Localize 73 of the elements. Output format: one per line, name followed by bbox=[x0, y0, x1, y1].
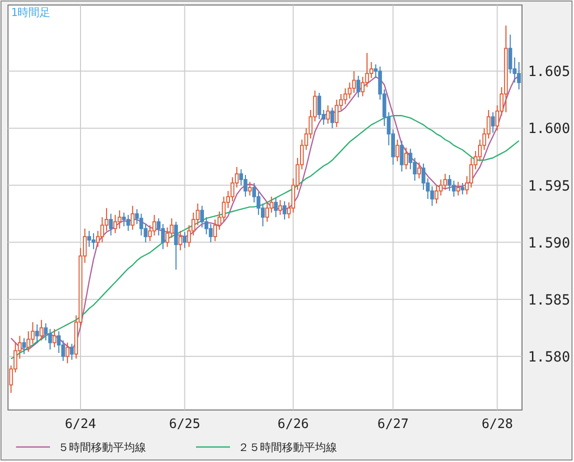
candlestick bbox=[122, 212, 126, 227]
candlestick bbox=[343, 88, 348, 105]
candlestick bbox=[161, 223, 165, 250]
legend-label: ２５時間移動平均線 bbox=[238, 441, 337, 454]
y-tick-label: 1.590 bbox=[528, 235, 570, 252]
candlestick bbox=[334, 99, 339, 128]
candlestick bbox=[87, 230, 92, 248]
y-tick-label: 1.580 bbox=[528, 349, 570, 366]
y-tick-label: 1.600 bbox=[528, 121, 570, 138]
candlestick bbox=[356, 75, 360, 98]
x-tick-label: 6/24 bbox=[64, 417, 96, 432]
candlestick bbox=[360, 76, 365, 97]
candlestick bbox=[317, 92, 322, 120]
candlestick bbox=[491, 112, 495, 134]
candlestick bbox=[109, 213, 113, 236]
candlestick bbox=[348, 82, 352, 100]
candlestick bbox=[222, 196, 226, 222]
x-tick-label: 6/28 bbox=[482, 417, 513, 432]
candlestick bbox=[178, 230, 182, 251]
candlestick bbox=[44, 322, 48, 341]
candlestick bbox=[113, 214, 118, 234]
candlestick bbox=[282, 200, 286, 220]
candlestick bbox=[130, 205, 134, 230]
candlestick bbox=[118, 210, 122, 230]
candlestick bbox=[369, 61, 374, 79]
candlestick bbox=[448, 174, 452, 192]
candlestick bbox=[182, 231, 187, 249]
candlestick bbox=[412, 157, 417, 182]
candlestick bbox=[270, 196, 274, 214]
candlestick bbox=[352, 70, 356, 94]
candlestick bbox=[40, 319, 44, 341]
candlestick bbox=[460, 182, 464, 195]
candlestick bbox=[66, 342, 70, 364]
x-tick-label: 6/27 bbox=[377, 417, 409, 432]
candlestick bbox=[208, 223, 213, 243]
candlestick bbox=[52, 328, 56, 348]
candlestick bbox=[278, 200, 282, 216]
candlestick bbox=[152, 214, 156, 236]
candlestick bbox=[330, 107, 334, 129]
candlestick bbox=[400, 140, 404, 172]
candlestick bbox=[396, 139, 400, 162]
candlestick bbox=[274, 197, 278, 218]
y-tick-label: 1.605 bbox=[528, 64, 570, 80]
candlestick bbox=[452, 180, 456, 198]
x-tick-label: 6/25 bbox=[169, 417, 200, 432]
x-tick-label: 6/26 bbox=[278, 417, 309, 432]
candlestick bbox=[139, 213, 144, 236]
candlestick bbox=[92, 232, 96, 250]
candlestick bbox=[508, 34, 512, 74]
candlestick bbox=[469, 157, 474, 188]
candlestick bbox=[35, 324, 39, 344]
candlestick bbox=[30, 322, 35, 344]
candlestick bbox=[100, 216, 104, 243]
chart-title: 1時間足 bbox=[11, 6, 51, 19]
candlestick bbox=[365, 52, 369, 88]
candlestick bbox=[326, 104, 330, 124]
candlestick bbox=[443, 173, 448, 190]
y-tick-label: 1.595 bbox=[528, 178, 570, 194]
candlestick bbox=[404, 147, 408, 170]
candlestick bbox=[56, 330, 61, 354]
y-tick-label: 1.585 bbox=[528, 292, 570, 308]
candlestick bbox=[174, 221, 178, 270]
candlestick bbox=[456, 181, 460, 196]
candlestick bbox=[126, 214, 130, 232]
candlestick bbox=[22, 338, 26, 355]
candlestick bbox=[70, 343, 74, 360]
legend-label: ５時間移動平均線 bbox=[58, 441, 146, 454]
candlestick bbox=[165, 226, 170, 248]
candlestick bbox=[417, 162, 421, 179]
candlestick bbox=[265, 202, 270, 222]
candlestick bbox=[248, 181, 252, 196]
candlestick bbox=[434, 184, 438, 204]
candlestick bbox=[438, 179, 443, 196]
